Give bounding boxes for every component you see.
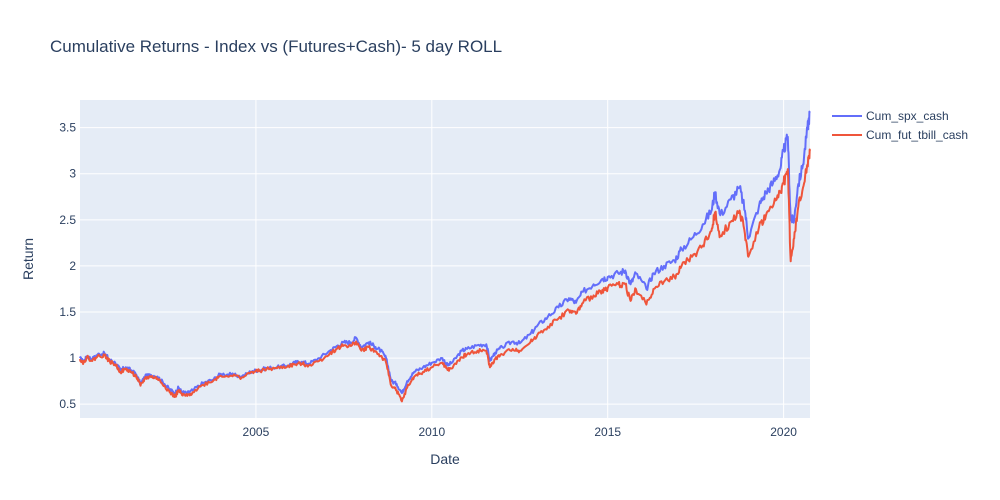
chart-title: Cumulative Returns - Index vs (Futures+C… [50,37,502,56]
series-line-Cum_fut_tbill_cash [79,148,811,403]
plot-area [80,100,810,418]
series-line-Cum_spx_cash [79,110,811,396]
legend: Cum_spx_cash Cum_fut_tbill_cash [832,109,968,142]
y-tick-label: 2.5 [59,213,76,227]
y-tick-label: 1 [69,351,76,365]
y-tick-label: 3.5 [59,121,76,135]
x-tick-label: 2015 [594,425,621,439]
legend-label: Cum_fut_tbill_cash [866,128,968,142]
y-tick-label: 3 [69,167,76,181]
x-tick-label: 2010 [418,425,445,439]
grid-lines [80,100,810,418]
legend-label: Cum_spx_cash [866,109,949,123]
y-tick-label: 1.5 [59,305,76,319]
y-tick-label: 0.5 [59,397,76,411]
x-tick-label: 2005 [243,425,270,439]
y-axis-title: Return [20,238,36,280]
x-tick-label: 2020 [770,425,797,439]
series-lines [79,110,811,403]
y-tick-label: 2 [69,259,76,273]
tick-labels: 0.5 1 1.5 2 2.5 3 3.5 2005 2010 2015 2020 [59,121,797,439]
x-axis-title: Date [430,451,460,467]
